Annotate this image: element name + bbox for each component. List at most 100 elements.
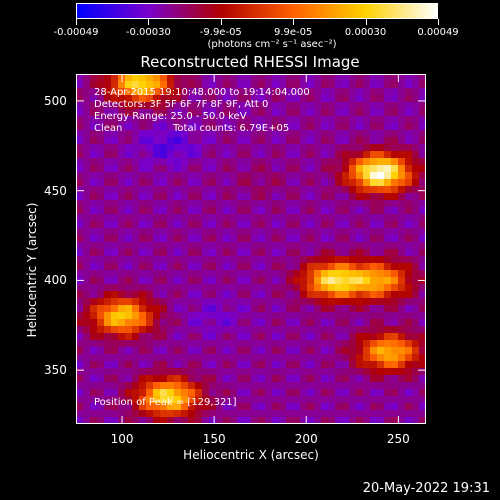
heatmap-cell	[125, 305, 133, 313]
heatmap-cell	[216, 130, 224, 138]
heatmap-cell	[237, 382, 245, 390]
heatmap-cell	[377, 382, 385, 390]
heatmap-cell	[251, 179, 259, 187]
heatmap-cell	[377, 319, 385, 327]
heatmap-cell	[286, 256, 294, 264]
heatmap-cell	[216, 165, 224, 173]
heatmap-cell	[181, 172, 189, 180]
heatmap-cell	[377, 193, 385, 201]
heatmap-cell	[321, 214, 329, 222]
heatmap-cell	[209, 417, 217, 424]
heatmap-cell	[321, 347, 329, 355]
heatmap-cell	[202, 137, 210, 145]
heatmap-cell	[349, 116, 357, 124]
heatmap-cell	[328, 158, 336, 166]
heatmap-cell	[356, 396, 364, 404]
heatmap-cell	[349, 277, 357, 285]
heatmap-cell	[125, 291, 133, 299]
heatmap-cell	[412, 158, 420, 166]
heatmap-cell	[230, 270, 238, 278]
heatmap-cell	[188, 214, 196, 222]
heatmap-cell	[216, 200, 224, 208]
heatmap-cell	[223, 200, 231, 208]
heatmap-cell	[181, 410, 189, 418]
heatmap-cell	[76, 158, 84, 166]
heatmap-cell	[83, 312, 91, 320]
heatmap-cell	[384, 214, 392, 222]
heatmap-cell	[76, 270, 84, 278]
heatmap-cell	[132, 291, 140, 299]
heatmap-cell	[216, 179, 224, 187]
heatmap-cell	[286, 88, 294, 96]
heatmap-cell	[244, 235, 252, 243]
heatmap-cell	[328, 256, 336, 264]
heatmap-cell	[188, 193, 196, 201]
heatmap-cell	[370, 95, 378, 103]
heatmap-cell	[279, 123, 287, 131]
heatmap-cell	[377, 263, 385, 271]
heatmap-cell	[356, 319, 364, 327]
heatmap-cell	[209, 165, 217, 173]
heatmap-cell	[202, 186, 210, 194]
heatmap-cell	[412, 102, 420, 110]
heatmap-cell	[146, 396, 154, 404]
heatmap-cell	[244, 256, 252, 264]
heatmap-cell	[125, 333, 133, 341]
heatmap-cell	[167, 214, 175, 222]
heatmap-cell	[356, 249, 364, 257]
heatmap-cell	[349, 221, 357, 229]
heatmap-cell	[265, 81, 273, 89]
heatmap-cell	[377, 151, 385, 159]
heatmap-cell	[405, 242, 413, 250]
heatmap-cell	[153, 340, 161, 348]
heatmap-cell	[251, 207, 259, 215]
heatmap-cell	[412, 235, 420, 243]
heatmap-cell	[279, 130, 287, 138]
colorbar-tick-mark	[365, 19, 367, 25]
heatmap-cell	[83, 158, 91, 166]
heatmap-cell	[146, 242, 154, 250]
heatmap-cell	[258, 389, 266, 397]
heatmap-cell	[216, 235, 224, 243]
heatmap-cell	[132, 221, 140, 229]
heatmap-cell	[167, 256, 175, 264]
heatmap-cell	[363, 74, 371, 82]
heatmap-cell	[237, 284, 245, 292]
heatmap-cell	[279, 193, 287, 201]
heatmap-cell	[195, 298, 203, 306]
heatmap-cell	[258, 130, 266, 138]
heatmap-cell	[118, 340, 126, 348]
heatmap-cell	[412, 410, 420, 418]
heatmap-cell	[125, 354, 133, 362]
heatmap-cell	[139, 88, 147, 96]
heatmap-cell	[153, 319, 161, 327]
heatmap-cell	[223, 81, 231, 89]
heatmap-cell	[132, 186, 140, 194]
heatmap-cell	[342, 235, 350, 243]
heatmap-cell	[223, 186, 231, 194]
heatmap-cell	[139, 123, 147, 131]
heatmap-cell	[167, 382, 175, 390]
heatmap-cell	[83, 270, 91, 278]
heatmap-cell	[188, 102, 196, 110]
heatmap-cell	[300, 396, 308, 404]
annotation-energy: Energy Range: 25.0 - 50.0 keV	[94, 111, 247, 122]
heatmap-cell	[153, 361, 161, 369]
heatmap-cell	[363, 389, 371, 397]
heatmap-cell	[118, 130, 126, 138]
heatmap-cell	[237, 102, 245, 110]
heatmap-cell	[90, 284, 98, 292]
heatmap-cell	[230, 151, 238, 159]
heatmap-cell	[265, 137, 273, 145]
heatmap-cell	[307, 256, 315, 264]
heatmap-cell	[76, 228, 84, 236]
heatmap-cell	[300, 270, 308, 278]
colorbar-units: (photons cm⁻² s⁻¹ asec⁻²)	[207, 39, 337, 50]
heatmap-cell	[195, 74, 203, 82]
heatmap-cell	[146, 340, 154, 348]
heatmap-cell	[160, 284, 168, 292]
heatmap-cell	[279, 375, 287, 383]
heatmap-cell	[230, 284, 238, 292]
heatmap-cell	[216, 95, 224, 103]
heatmap-cell	[104, 333, 112, 341]
